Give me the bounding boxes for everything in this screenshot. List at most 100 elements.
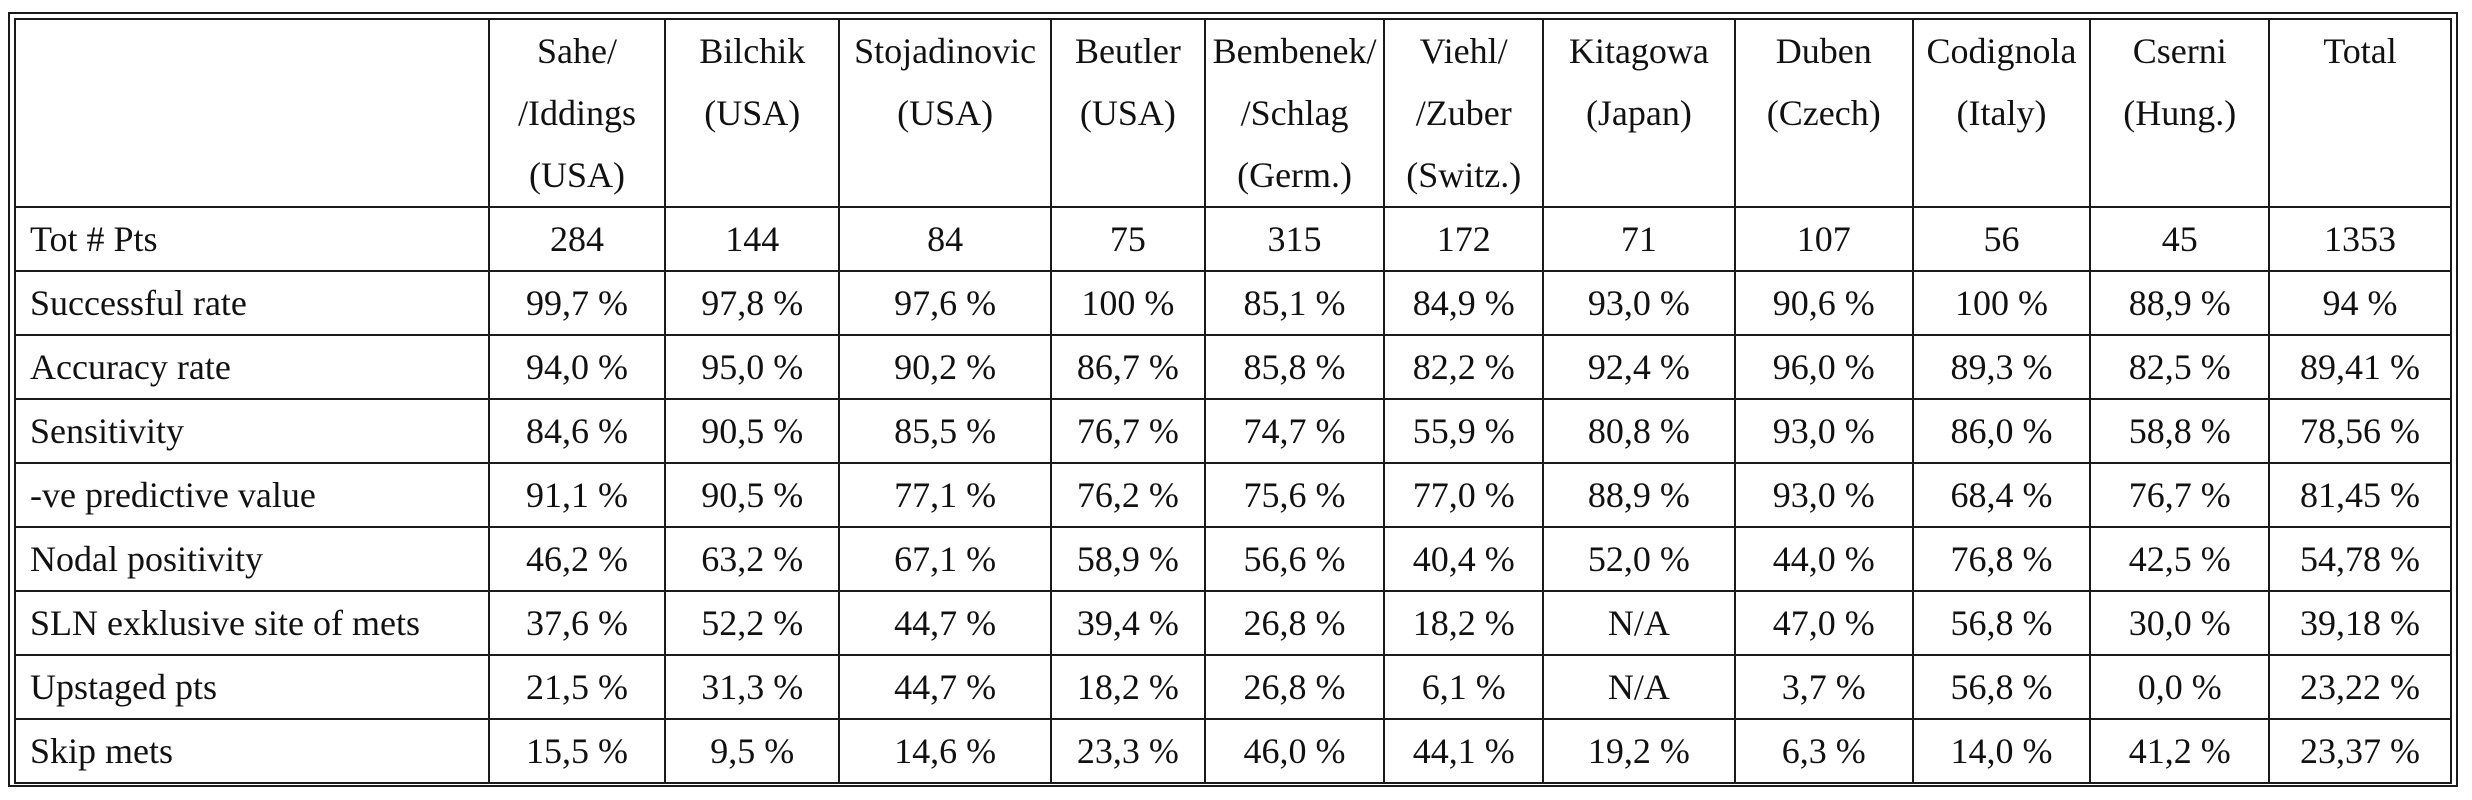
table-cell: 23,22 %: [2268, 654, 2452, 720]
table-cell: 78,56 %: [2268, 398, 2452, 464]
table-cell: 97,6 %: [838, 270, 1053, 336]
table-cell: 74,7 %: [1203, 398, 1386, 464]
table-cell: 3,7 %: [1733, 654, 1914, 720]
column-header: Total: [2268, 18, 2452, 208]
table-cell: 56,8 %: [1911, 654, 2092, 720]
row-label: Upstaged pts: [14, 654, 490, 720]
table-row: Skip mets 15,5 % 9,5 % 14,6 % 23,3 % 46,0 % 44…: [14, 718, 2452, 784]
table-cell: 6,3 %: [1733, 718, 1914, 784]
table-cell: 92,4 %: [1541, 334, 1736, 400]
column-header-line: (Hung.): [2123, 93, 2237, 133]
table-cell: 44,7 %: [838, 590, 1053, 656]
table-cell: 30,0 %: [2089, 590, 2271, 656]
row-label: Tot # Pts: [14, 206, 490, 272]
table-cell: 31,3 %: [664, 654, 841, 720]
column-header-line: (Czech): [1766, 93, 1881, 133]
row-label: SLN exklusive site of mets: [14, 590, 490, 656]
table-row: Accuracy rate 94,0 % 95,0 % 90,2 % 86,7 % 85,…: [14, 334, 2452, 400]
column-header: Bilchik (USA): [664, 18, 841, 208]
column-header-line: Beutler: [1074, 31, 1181, 71]
column-header: Beutler (USA): [1050, 18, 1206, 208]
sln-study-comparison-table: Sahe//Iddings (USA) Bilchik (USA) Stojadinov…: [14, 18, 2452, 784]
table-cell: 81,45 %: [2268, 462, 2452, 528]
column-header: Codignola (Italy): [1911, 18, 2092, 208]
column-header-line: /Schlag: [1240, 93, 1349, 133]
table-cell: 95,0 %: [664, 334, 841, 400]
table-cell: 18,2 %: [1383, 590, 1544, 656]
column-header-line: Bembenek/: [1212, 31, 1377, 71]
table-cell: 26,8 %: [1203, 654, 1386, 720]
table-cell: 44,0 %: [1733, 526, 1914, 592]
table-cell: 88,9 %: [2089, 270, 2271, 336]
table-cell: 1353: [2268, 206, 2452, 272]
table-cell: 55,9 %: [1383, 398, 1544, 464]
table-cell: 84,9 %: [1383, 270, 1544, 336]
table-cell: 90,5 %: [664, 398, 841, 464]
column-header-line: Kitagowa: [1568, 31, 1709, 71]
table-cell: 84: [838, 206, 1053, 272]
table-cell: 82,5 %: [2089, 334, 2271, 400]
table-cell: 18,2 %: [1050, 654, 1206, 720]
table-cell: 172: [1383, 206, 1544, 272]
table-cell: 84,6 %: [487, 398, 667, 464]
table-cell: 46,0 %: [1203, 718, 1386, 784]
table-cell: 94,0 %: [487, 334, 667, 400]
column-header-line: (Switz.): [1406, 155, 1522, 195]
table-cell: 15,5 %: [487, 718, 667, 784]
table-cell: 97,8 %: [664, 270, 841, 336]
row-label: Successful rate: [14, 270, 490, 336]
table-cell: 47,0 %: [1733, 590, 1914, 656]
table-cell: 56: [1911, 206, 2092, 272]
table-cell: 56,6 %: [1203, 526, 1386, 592]
table-cell: 39,18 %: [2268, 590, 2452, 656]
table-cell: 63,2 %: [664, 526, 841, 592]
table-cell: 77,0 %: [1383, 462, 1544, 528]
column-header: Duben (Czech): [1733, 18, 1914, 208]
table-cell: 91,1 %: [487, 462, 667, 528]
table-cell: 71: [1541, 206, 1736, 272]
table-row: Tot # Pts 284 144 84 75 315 172 71 107 56 45 1353: [14, 206, 2452, 272]
table-cell: 89,41 %: [2268, 334, 2452, 400]
column-header: Cserni (Hung.): [2089, 18, 2271, 208]
table-row: -ve predictive value 91,1 % 90,5 % 77,1 % 76…: [14, 462, 2452, 528]
table-frame: Sahe//Iddings (USA) Bilchik (USA) Stojadinov…: [8, 12, 2458, 787]
table-cell: 23,37 %: [2268, 718, 2452, 784]
table-cell: 89,3 %: [1911, 334, 2092, 400]
column-header-line: (USA): [1079, 93, 1176, 133]
header-row: Sahe//Iddings (USA) Bilchik (USA) Stojadinov…: [14, 18, 2452, 208]
table-cell: 76,2 %: [1050, 462, 1206, 528]
row-label: Skip mets: [14, 718, 490, 784]
row-label: Nodal positivity: [14, 526, 490, 592]
table-cell: 96,0 %: [1733, 334, 1914, 400]
table-cell: 6,1 %: [1383, 654, 1544, 720]
table-cell: 23,3 %: [1050, 718, 1206, 784]
table-cell: 56,8 %: [1911, 590, 2092, 656]
table-cell: 107: [1733, 206, 1914, 272]
table-cell: 44,7 %: [838, 654, 1053, 720]
table-row: Upstaged pts 21,5 % 31,3 % 44,7 % 18,2 % 26,8…: [14, 654, 2452, 720]
table-row: Sensitivity 84,6 % 90,5 % 85,5 % 76,7 % 74,7 …: [14, 398, 2452, 464]
table-cell: 88,9 %: [1541, 462, 1736, 528]
table-cell: 86,7 %: [1050, 334, 1206, 400]
table-cell: 44,1 %: [1383, 718, 1544, 784]
table-cell: 76,7 %: [1050, 398, 1206, 464]
column-header-line: /Zuber: [1415, 93, 1512, 133]
table-cell: 93,0 %: [1733, 462, 1914, 528]
table-cell: N/A: [1541, 654, 1736, 720]
table-cell: 94 %: [2268, 270, 2452, 336]
table-cell: 100 %: [1911, 270, 2092, 336]
table-row: Successful rate 99,7 % 97,8 % 97,6 % 100 % 85…: [14, 270, 2452, 336]
table-cell: 52,2 %: [664, 590, 841, 656]
column-header: Bembenek/ /Schlag (Germ.): [1203, 18, 1386, 208]
column-header-line: (Japan): [1585, 93, 1692, 133]
row-label: -ve predictive value: [14, 462, 490, 528]
column-header-line: Sahe/: [537, 31, 618, 71]
table-cell: 67,1 %: [838, 526, 1053, 592]
table-cell: 52,0 %: [1541, 526, 1736, 592]
table-cell: 93,0 %: [1541, 270, 1736, 336]
table-cell: 37,6 %: [487, 590, 667, 656]
table-cell: 14,6 %: [838, 718, 1053, 784]
table-cell: 144: [664, 206, 841, 272]
table-cell: 9,5 %: [664, 718, 841, 784]
table-cell: 80,8 %: [1541, 398, 1736, 464]
